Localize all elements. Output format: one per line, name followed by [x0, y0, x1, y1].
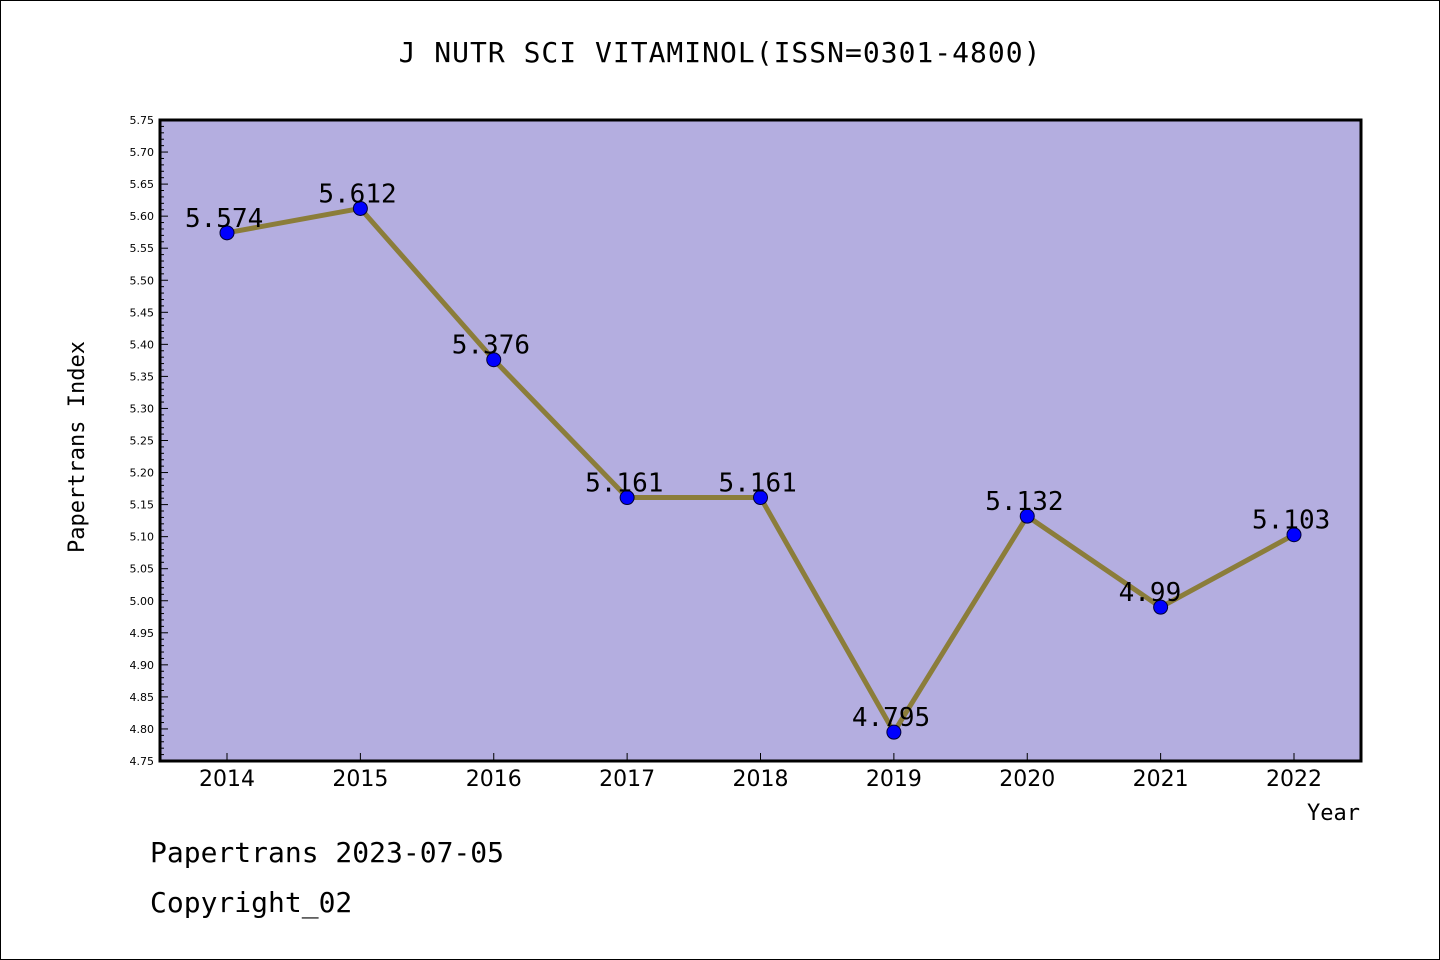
- chart-title: J NUTR SCI VITAMINOL(ISSN=0301-4800): [398, 36, 1042, 69]
- y-tick-label: 5.40: [130, 338, 155, 351]
- y-tick-label: 5.50: [130, 274, 155, 287]
- x-tick-label: 2017: [599, 767, 655, 792]
- y-tick-label: 5.15: [130, 499, 155, 512]
- y-tick-label: 4.90: [130, 659, 155, 672]
- plot-area: [158, 118, 1363, 763]
- y-axis: 4.75 4.80 4.85 4.90 4.95 5.00 5.05 5.10 5.15 5.20…: [130, 114, 168, 768]
- data-point: [486, 352, 502, 368]
- data-label: 4.99: [1119, 578, 1182, 608]
- data-point: [352, 200, 368, 216]
- data-point: [1019, 508, 1035, 524]
- y-tick-label: 5.25: [130, 435, 155, 448]
- footer-copyright: Copyright_02: [150, 886, 353, 919]
- data-label: 5.574: [185, 204, 263, 234]
- data-label: 5.161: [719, 469, 797, 499]
- y-tick-label: 5.30: [130, 402, 155, 415]
- data-label: 5.612: [318, 179, 396, 209]
- y-tick-label: 5.60: [130, 210, 155, 223]
- x-tick-label: 2020: [999, 767, 1055, 792]
- y-tick-label: 5.00: [130, 595, 155, 608]
- y-tick-label: 5.75: [130, 114, 155, 127]
- data-label: 5.132: [985, 487, 1063, 517]
- y-tick-label: 5.05: [130, 563, 155, 576]
- y-tick-label: 5.10: [130, 531, 155, 544]
- x-tick-label: 2014: [199, 767, 255, 792]
- x-axis-title: Year: [1307, 801, 1360, 826]
- y-tick-label: 4.80: [130, 723, 155, 736]
- y-tick-label: 4.95: [130, 627, 155, 640]
- y-tick-label: 5.65: [130, 178, 155, 191]
- x-tick-label: 2022: [1266, 767, 1322, 792]
- x-tick-label: 2016: [466, 767, 522, 792]
- data-point: [619, 490, 635, 506]
- data-point: [219, 225, 235, 241]
- y-tick-label: 5.55: [130, 242, 155, 255]
- x-tick-label: 2021: [1133, 767, 1189, 792]
- y-tick-label: 5.45: [130, 306, 155, 319]
- y-tick-label: 5.70: [130, 146, 155, 159]
- x-tick-label: 2015: [332, 767, 388, 792]
- y-tick-label: 5.35: [130, 370, 155, 383]
- y-tick-label: 5.20: [130, 467, 155, 480]
- x-tick-label: 2019: [866, 767, 922, 792]
- data-label: 5.103: [1252, 506, 1330, 536]
- data-point: [1286, 527, 1302, 543]
- y-tick-label: 4.75: [130, 755, 155, 768]
- data-label: 5.376: [452, 331, 530, 361]
- x-tick-label: 2018: [733, 767, 789, 792]
- y-tick-label: 4.85: [130, 691, 155, 704]
- y-axis-title: Papertrans Index: [65, 341, 90, 553]
- data-point: [753, 490, 768, 506]
- data-point: [1153, 599, 1169, 615]
- data-point: [886, 724, 902, 740]
- data-label: 4.795: [852, 703, 930, 733]
- data-labels: 5.574 5.612 5.376 5.161 5.161 4.795 5.132 4.99 5…: [185, 179, 1330, 733]
- data-label: 5.161: [585, 469, 663, 499]
- x-axis: 2014 2015 2016 2017 2018 2019 2020 2021 2022: [199, 753, 1322, 792]
- data-markers: [219, 200, 1302, 740]
- footer-date: Papertrans 2023-07-05: [150, 836, 505, 869]
